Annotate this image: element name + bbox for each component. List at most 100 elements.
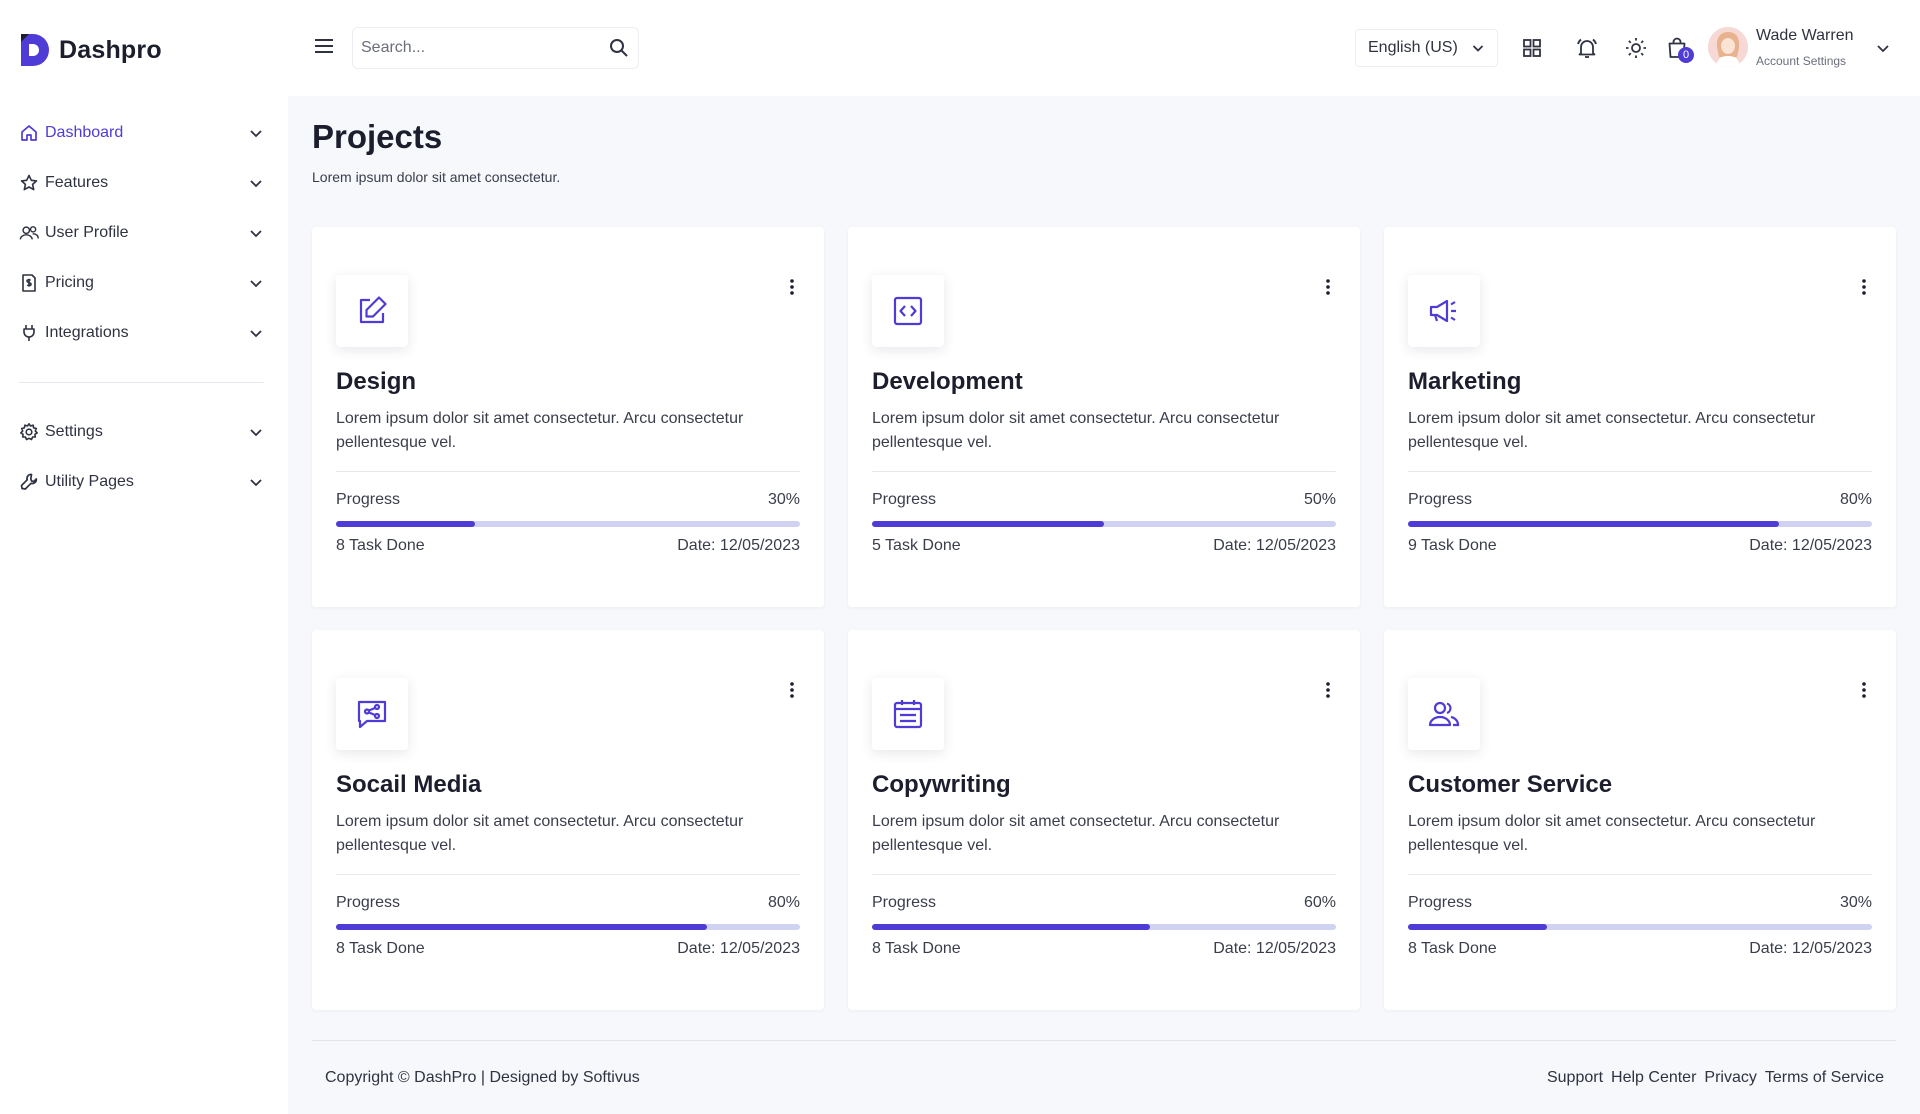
- project-title: Copywriting: [872, 771, 1011, 798]
- tasks-done: 8 Task Done: [872, 940, 961, 957]
- project-description: Lorem ipsum dolor sit amet consectetur. …: [1408, 410, 1816, 451]
- project-icon-box: [872, 275, 944, 347]
- sidebar-divider: [19, 382, 264, 383]
- more-options-icon[interactable]: [1854, 680, 1874, 700]
- more-options-icon[interactable]: [782, 680, 802, 700]
- sidebar-item-features[interactable]: Features: [0, 158, 288, 208]
- project-description: Lorem ipsum dolor sit amet consectetur. …: [872, 813, 1280, 854]
- progress-percent: 80%: [767, 894, 800, 911]
- tasks-done: 8 Task Done: [336, 537, 425, 554]
- search-icon[interactable]: [608, 37, 630, 59]
- home-icon: [19, 123, 39, 143]
- search-input[interactable]: [353, 28, 583, 68]
- sidebar-item-dashboard[interactable]: Dashboard: [0, 108, 288, 158]
- brand-name: Dashpro: [59, 35, 162, 64]
- more-options-icon[interactable]: [1318, 277, 1338, 297]
- footer-link-terms[interactable]: Terms of Service: [1764, 1069, 1884, 1086]
- sidebar-item-label: Settings: [45, 423, 103, 440]
- sidebar-item-label: Features: [45, 174, 109, 191]
- progress-percent: 60%: [1303, 894, 1336, 911]
- progress-percent: 30%: [1839, 894, 1872, 911]
- project-icon-box: [336, 275, 408, 347]
- footer-divider: [312, 1040, 1896, 1041]
- tasks-done: 5 Task Done: [872, 537, 961, 554]
- users-icon: [19, 223, 39, 243]
- tasks-done: 8 Task Done: [1408, 940, 1497, 957]
- grid-apps-icon[interactable]: [1520, 36, 1544, 60]
- sidebar-item-label: User Profile: [45, 224, 129, 241]
- sidebar-item-pricing[interactable]: Pricing: [0, 258, 288, 308]
- project-description: Lorem ipsum dolor sit amet consectetur. …: [1408, 813, 1816, 854]
- sun-theme-icon[interactable]: [1624, 36, 1648, 60]
- progress-label: Progress: [1408, 894, 1473, 911]
- invoice-icon: [19, 273, 39, 293]
- card-divider: [872, 874, 1336, 875]
- user-avatar-icon: [1708, 27, 1748, 67]
- card-divider: [872, 471, 1336, 472]
- star-icon: [19, 173, 39, 193]
- logo[interactable]: Dashpro: [19, 32, 162, 68]
- sidebar-item-integrations[interactable]: Integrations: [0, 308, 288, 358]
- bell-icon[interactable]: [1575, 36, 1599, 60]
- progress-label: Progress: [336, 491, 401, 508]
- project-description: Lorem ipsum dolor sit amet consectetur. …: [872, 410, 1280, 451]
- chevron-down-icon[interactable]: [1875, 40, 1891, 56]
- chevron-down-icon: [250, 330, 262, 338]
- dashpro-logo-icon: [21, 34, 49, 66]
- progress-percent: 30%: [767, 491, 800, 508]
- progress-fill: [336, 521, 476, 527]
- project-title: Development: [872, 368, 1023, 395]
- progress-bar: [336, 924, 800, 930]
- chevron-down-icon: [250, 130, 262, 138]
- progress-label: Progress: [872, 491, 937, 508]
- project-card-customer-service: Customer Service Lorem ipsum dolor sit a…: [1384, 630, 1896, 1010]
- sidebar-item-settings[interactable]: Settings: [0, 407, 288, 457]
- share-message-icon: [357, 700, 387, 729]
- sidebar-item-user-profile[interactable]: User Profile: [0, 208, 288, 258]
- progress-bar: [872, 924, 1336, 930]
- project-description: Lorem ipsum dolor sit amet consectetur. …: [336, 410, 744, 451]
- sidebar-item-label: Integrations: [45, 324, 129, 341]
- language-select[interactable]: English (US): [1355, 29, 1498, 67]
- megaphone-icon: [1429, 299, 1456, 323]
- project-title: Customer Service: [1408, 771, 1613, 798]
- account-settings-link[interactable]: Account Settings: [1756, 54, 1847, 68]
- sidebar-item-label: Dashboard: [45, 124, 124, 141]
- progress-fill: [1408, 924, 1548, 930]
- avatar[interactable]: [1708, 27, 1748, 67]
- user-name[interactable]: Wade Warren: [1756, 27, 1854, 44]
- page-title: Projects: [312, 118, 443, 155]
- wrench-icon: [19, 472, 39, 492]
- footer-links: Support Help Center Privacy Terms of Ser…: [1547, 1069, 1884, 1087]
- progress-label: Progress: [872, 894, 937, 911]
- edit-icon: [359, 296, 387, 324]
- more-options-icon[interactable]: [782, 277, 802, 297]
- more-options-icon[interactable]: [1318, 680, 1338, 700]
- footer-link-support[interactable]: Support: [1546, 1069, 1604, 1086]
- sidebar-item-utility-pages[interactable]: Utility Pages: [0, 457, 288, 507]
- chevron-down-icon: [250, 180, 262, 188]
- progress-label: Progress: [1408, 491, 1473, 508]
- sidebar: Dashpro Dashboard Features User Profile: [0, 0, 288, 1114]
- more-options-icon[interactable]: [1854, 277, 1874, 297]
- sidebar-item-label: Utility Pages: [45, 473, 134, 490]
- project-card-marketing: Marketing Lorem ipsum dolor sit amet con…: [1384, 227, 1896, 607]
- project-icon-box: [872, 678, 944, 750]
- tasks-done: 9 Task Done: [1408, 537, 1497, 554]
- card-divider: [1408, 471, 1872, 472]
- chevron-down-icon: [250, 280, 262, 288]
- project-date: Date: 12/05/2023: [1213, 940, 1336, 957]
- progress-bar: [1408, 521, 1872, 527]
- tasks-done: 8 Task Done: [336, 940, 425, 957]
- project-date: Date: 12/05/2023: [1749, 940, 1872, 957]
- project-title: Design: [336, 368, 417, 395]
- footer-link-help-center[interactable]: Help Center: [1611, 1069, 1697, 1086]
- menu-toggle-icon[interactable]: [314, 38, 334, 54]
- calendar-icon: [893, 700, 923, 729]
- project-icon-box: [336, 678, 408, 750]
- progress-fill: [872, 924, 1151, 930]
- footer-link-privacy[interactable]: Privacy: [1704, 1069, 1757, 1086]
- project-title: Socail Media: [336, 771, 482, 798]
- copyright-text: Copyright © DashPro | Designed by Softiv…: [325, 1069, 640, 1086]
- gear-icon: [19, 422, 39, 442]
